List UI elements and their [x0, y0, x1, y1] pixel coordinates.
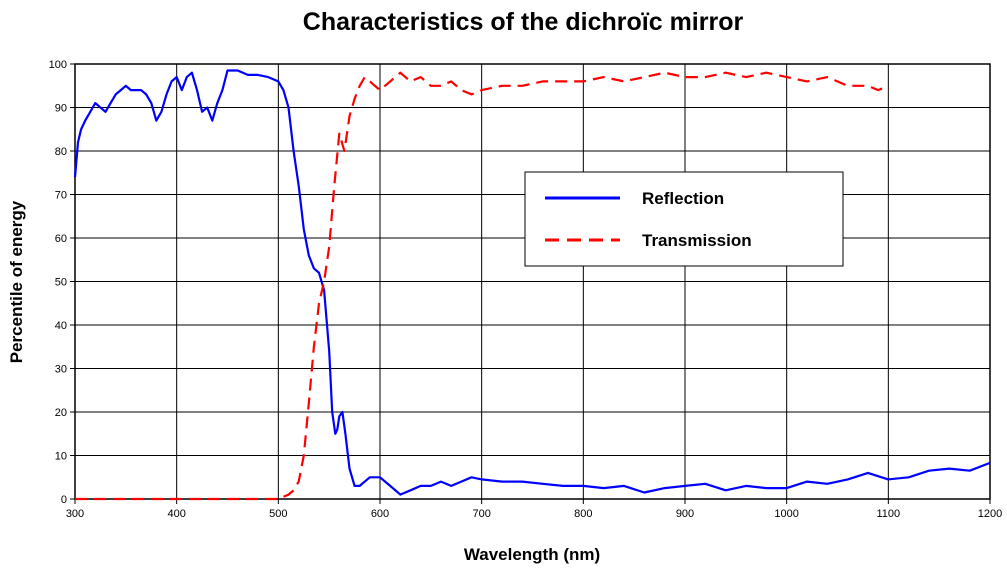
y-tick-label: 30 [55, 364, 67, 376]
x-tick-label: 900 [676, 508, 694, 520]
x-tick-label: 500 [269, 508, 287, 520]
y-tick-label: 90 [55, 103, 67, 115]
y-tick-label: 10 [55, 451, 67, 463]
plot-area: 300 400 500 600 700 800 900 1000 1100 1200 0 10 20 30… [49, 59, 1003, 520]
y-tick-label: 60 [55, 233, 67, 245]
y-tick-label: 100 [49, 59, 67, 71]
x-tick-label: 1100 [877, 508, 901, 520]
y-tick-label: 0 [61, 494, 67, 506]
y-tick-label: 20 [55, 407, 67, 419]
x-tick-label: 1000 [774, 508, 798, 520]
chart-title: Characteristics of the dichroïc mirror [303, 8, 744, 36]
y-tick-label: 40 [55, 320, 67, 332]
legend: Reflection Transmission [524, 171, 844, 267]
legend-label-transmission: Transmission [642, 231, 752, 250]
x-tick-label: 700 [472, 508, 490, 520]
y-tick-label: 70 [55, 190, 67, 202]
x-axis-label: Wavelength (nm) [464, 545, 600, 564]
x-tick-label: 600 [371, 508, 389, 520]
series-line-reflection [73, 69, 991, 496]
x-tick-label: 400 [167, 508, 185, 520]
x-tick-label: 1200 [978, 508, 1002, 520]
y-tick-label: 50 [55, 277, 67, 289]
y-axis-label: Percentile of energy [7, 200, 26, 363]
y-tick-label: 80 [55, 146, 67, 158]
x-tick-label: 300 [66, 508, 84, 520]
legend-label-reflection: Reflection [642, 189, 724, 208]
series-line-transmission [75, 71, 889, 501]
legend-box [524, 171, 844, 267]
x-tick-label: 800 [574, 508, 592, 520]
